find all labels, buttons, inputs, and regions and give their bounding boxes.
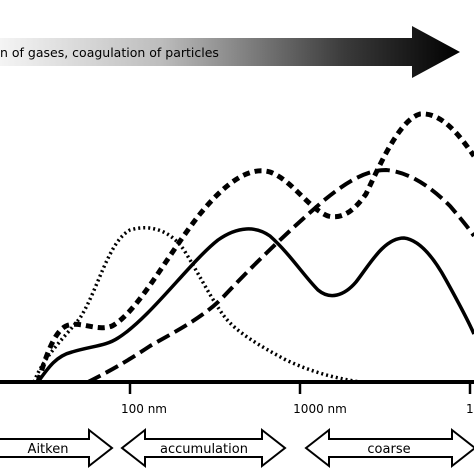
aitken-mode-label: Aitken — [28, 442, 69, 457]
x-tick-label-10000nm: 1 — [466, 402, 474, 416]
size-distribution-curves — [32, 111, 474, 384]
coarse-mode-label: coarse — [367, 442, 410, 457]
x-tick-label-100nm: 100 nm — [121, 402, 167, 416]
banner-label: n of gases, coagulation of particles — [0, 45, 219, 60]
accumulation-mode-arrow — [120, 427, 287, 469]
curve-solid — [36, 227, 474, 384]
process-banner-arrow: n of gases, coagulation of particles — [0, 26, 460, 78]
x-tick-label-1000nm: 1000 nm — [293, 402, 347, 416]
banner-arrow-shape — [0, 26, 460, 78]
accumulation-mode-label: accumulation — [160, 442, 248, 457]
mode-arrows — [0, 427, 474, 469]
x-axis: 100 nm 1000 nm 1 — [0, 380, 474, 416]
curve-dotted — [32, 226, 361, 384]
curve-long-dashed — [87, 167, 474, 384]
coarse-mode-arrow — [304, 427, 474, 469]
curve-short-dashed — [35, 111, 474, 383]
aitken-mode-arrow — [0, 427, 114, 469]
